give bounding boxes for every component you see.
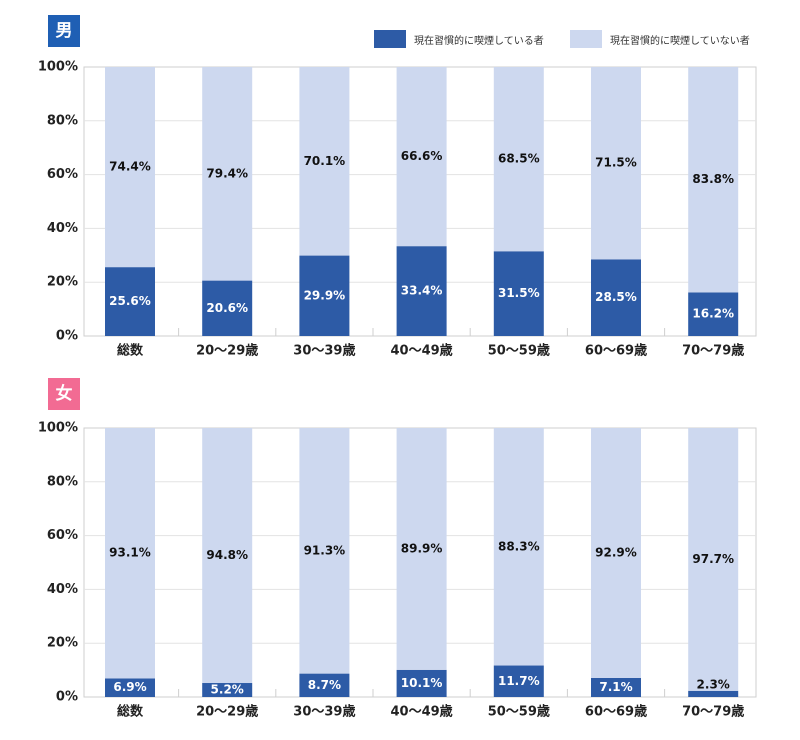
bar-nonsmoker	[202, 428, 253, 684]
data-label-nonsmoker: 83.8%	[692, 172, 734, 186]
bar-smoker	[299, 673, 350, 697]
data-label-smoker: 33.4%	[401, 284, 443, 298]
y-tick-label: 80%	[47, 474, 78, 489]
data-label-smoker: 25.6%	[109, 294, 151, 308]
data-label-smoker: 31.5%	[498, 286, 540, 300]
data-label-nonsmoker: 93.1%	[109, 546, 151, 560]
data-label-nonsmoker: 91.3%	[304, 543, 346, 557]
legend-smoker-swatch	[374, 30, 406, 48]
data-label-smoker: 28.5%	[595, 290, 637, 304]
data-label-smoker: 20.6%	[206, 301, 248, 315]
data-label-smoker: 6.9%	[113, 680, 146, 694]
x-category-label: 40～49歳	[391, 704, 453, 720]
x-category-label: 70～79歳	[682, 704, 744, 720]
x-category-label: 50～59歳	[488, 704, 550, 720]
data-label-smoker: 7.1%	[599, 680, 632, 694]
legend-nonsmoker: 現在習慣的に喫煙していない者	[570, 30, 750, 48]
x-category-label: 30～39歳	[293, 704, 355, 720]
legend-nonsmoker-swatch	[570, 30, 602, 48]
x-category-label: 20～29歳	[196, 704, 258, 720]
data-label-smoker: 16.2%	[692, 307, 734, 321]
bar-nonsmoker	[299, 67, 350, 256]
y-tick-label: 60%	[47, 528, 78, 543]
data-label-nonsmoker: 68.5%	[498, 152, 540, 166]
data-label-smoker: 8.7%	[308, 678, 341, 692]
bar-smoker	[105, 267, 155, 336]
legend-smoker-label: 現在習慣的に喫煙している者	[414, 35, 544, 47]
y-tick-label: 0%	[56, 329, 78, 344]
data-label-smoker: 10.1%	[401, 676, 443, 690]
bar-nonsmoker	[396, 67, 447, 247]
data-label-nonsmoker: 66.6%	[401, 149, 443, 163]
bar-smoker	[591, 259, 641, 336]
y-tick-label: 40%	[47, 221, 78, 236]
y-tick-label: 100%	[38, 421, 78, 436]
x-category-label: 総数	[117, 704, 144, 720]
male-badge: 男	[48, 15, 80, 47]
female-badge: 女	[48, 378, 80, 410]
data-label-smoker: 2.3%	[697, 677, 730, 691]
data-label-nonsmoker: 92.9%	[595, 545, 637, 559]
x-category-label: 総数	[117, 343, 144, 359]
y-tick-label: 0%	[56, 690, 78, 705]
bar-smoker	[493, 665, 544, 697]
bar-nonsmoker	[105, 67, 155, 268]
bar-nonsmoker	[591, 428, 641, 678]
bar-nonsmoker	[202, 67, 253, 281]
data-label-nonsmoker: 70.1%	[304, 154, 346, 168]
y-tick-label: 60%	[47, 167, 78, 182]
bar-smoker	[299, 255, 350, 336]
bar-nonsmoker	[591, 67, 641, 260]
data-label-nonsmoker: 74.4%	[109, 160, 151, 174]
y-tick-label: 20%	[47, 636, 78, 651]
bar-smoker	[688, 690, 739, 697]
bar-nonsmoker	[299, 428, 350, 674]
y-tick-label: 40%	[47, 582, 78, 597]
bar-nonsmoker	[396, 428, 447, 670]
bar-nonsmoker	[105, 428, 155, 679]
bar-smoker	[591, 677, 641, 697]
data-label-nonsmoker: 88.3%	[498, 539, 540, 553]
bar-smoker	[105, 678, 155, 697]
data-label-nonsmoker: 89.9%	[401, 541, 443, 555]
x-category-label: 50～59歳	[488, 343, 550, 359]
x-category-label: 20～29歳	[196, 343, 258, 359]
legend-nonsmoker-label: 現在習慣的に喫煙していない者	[610, 35, 750, 47]
x-category-label: 60～69歳	[585, 704, 647, 720]
x-category-label: 60～69歳	[585, 343, 647, 359]
bar-smoker	[688, 292, 739, 336]
legend-smoker: 現在習慣的に喫煙している者	[374, 30, 544, 48]
bar-nonsmoker	[688, 67, 739, 293]
bar-nonsmoker	[493, 428, 544, 666]
bar-smoker	[202, 280, 253, 336]
data-label-smoker: 5.2%	[211, 683, 244, 697]
data-label-smoker: 29.9%	[304, 288, 346, 302]
bar-smoker	[493, 251, 544, 336]
bar-smoker	[396, 669, 447, 697]
data-label-nonsmoker: 71.5%	[595, 156, 637, 170]
data-label-nonsmoker: 94.8%	[206, 548, 248, 562]
x-category-label: 40～49歳	[391, 343, 453, 359]
bar-nonsmoker	[493, 67, 544, 252]
bar-smoker	[396, 246, 447, 336]
bar-smoker	[202, 683, 253, 697]
data-label-smoker: 11.7%	[498, 674, 540, 688]
x-category-label: 70～79歳	[682, 343, 744, 359]
data-label-nonsmoker: 97.7%	[692, 552, 734, 566]
data-label-nonsmoker: 79.4%	[206, 166, 248, 180]
bar-nonsmoker	[688, 428, 739, 691]
y-tick-label: 100%	[38, 60, 78, 75]
x-category-label: 30～39歳	[293, 343, 355, 359]
y-tick-label: 80%	[47, 113, 78, 128]
y-tick-label: 20%	[47, 275, 78, 290]
